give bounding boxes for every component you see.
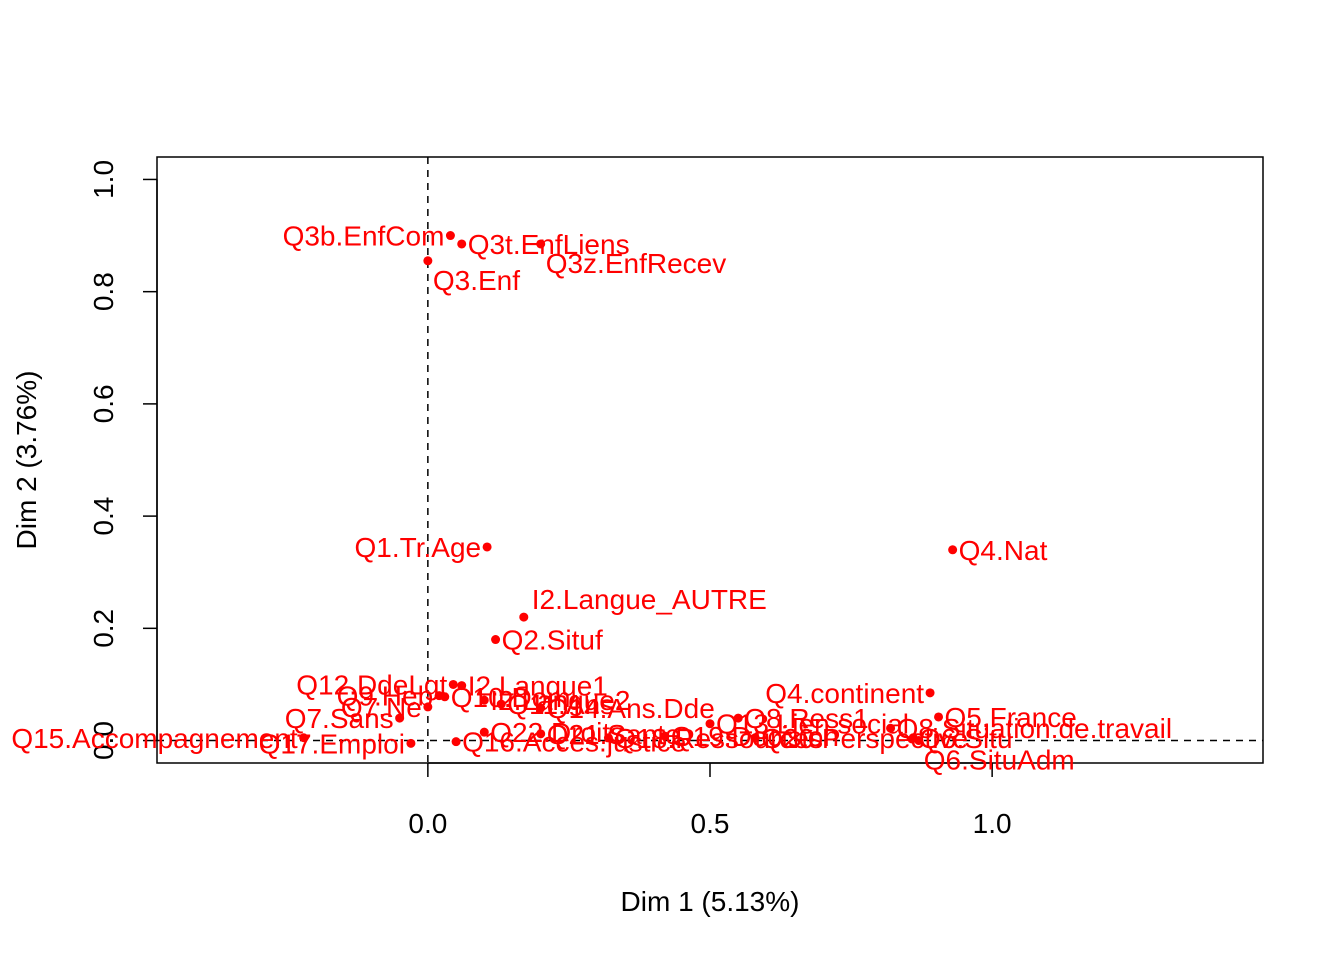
- point-label: Q3.Enf: [433, 265, 520, 296]
- point-label: Q4.Nat: [959, 535, 1048, 566]
- data-point: [536, 703, 546, 713]
- point-label: Q10.Dom: [451, 682, 571, 713]
- data-point: [299, 733, 309, 743]
- point-label: Q21.Sante: [547, 719, 681, 750]
- point-label: Q13.Lien.social: [716, 709, 909, 740]
- data-point: [914, 736, 924, 746]
- data-point: [406, 738, 416, 748]
- data-point: [451, 737, 461, 747]
- point-label: Q16.Acces.justice: [462, 727, 686, 758]
- point-label: Q9.Heb: [337, 681, 434, 712]
- x-tick-label: 1.0: [973, 808, 1012, 839]
- point-label: Q7.Sans: [285, 703, 394, 734]
- point-label: Q7.Ne: [341, 692, 422, 723]
- data-point: [448, 679, 458, 689]
- point-label: Q2.Situf: [502, 625, 603, 656]
- point-label: Q11.Ans: [507, 689, 614, 720]
- point-label: I2.Langue2: [490, 685, 630, 716]
- point-label: Q18.Ressources: [614, 723, 823, 754]
- x-axis: 0.0 0.5 1.0: [408, 762, 1012, 839]
- x-axis-title: Dim 1 (5.13%): [621, 886, 800, 917]
- data-point: [491, 635, 501, 645]
- data-point: [750, 733, 760, 743]
- point-label: Q22.Droits: [490, 717, 624, 748]
- point-label: Q20.Perspective: [761, 723, 968, 754]
- y-tick-label: 0.0: [88, 721, 119, 760]
- data-point: [457, 239, 467, 249]
- point-label: Q6.SituAdm: [924, 745, 1075, 776]
- data-point: [496, 699, 506, 709]
- data-point: [733, 713, 743, 723]
- data-point: [479, 727, 489, 737]
- data-points: [299, 231, 958, 748]
- y-tick-label: 0.6: [88, 384, 119, 423]
- data-point: [445, 231, 455, 241]
- point-label: Q5.France: [945, 702, 1077, 733]
- point-label: Q6.Situ: [919, 723, 1012, 754]
- data-point: [479, 695, 489, 705]
- data-point: [440, 692, 450, 702]
- reference-lines: [157, 157, 1263, 763]
- data-point: [423, 256, 433, 266]
- y-tick-label: 1.0: [88, 160, 119, 199]
- data-point: [660, 731, 670, 741]
- y-axis: 0.0 0.2 0.4 0.6 0.8 1.0: [88, 160, 158, 760]
- point-label: Q3b.EnfCom: [283, 221, 445, 252]
- point-label: Q17.Emploi: [259, 728, 405, 759]
- y-axis-title: Dim 2 (3.76%): [11, 371, 42, 550]
- data-point: [934, 712, 944, 722]
- data-point: [536, 239, 546, 249]
- point-label: Q12.DdeLgt: [296, 669, 447, 700]
- data-point: [705, 719, 715, 729]
- data-point: [948, 545, 958, 555]
- data-point: [423, 702, 433, 712]
- data-point: [395, 713, 405, 723]
- point-label: Q8.Situation.de.travail: [897, 713, 1173, 744]
- point-label: I2.Langue1: [468, 671, 608, 702]
- point-label: I2.Langue_AUTRE: [532, 584, 767, 615]
- data-point: [519, 612, 529, 622]
- point-label: Q3t.EnfLiens: [468, 229, 630, 260]
- x-tick-label: 0.5: [691, 808, 730, 839]
- data-point: [925, 688, 935, 698]
- point-label: Q14.Ans.Dde: [547, 693, 715, 724]
- x-tick-label: 0.0: [408, 808, 447, 839]
- data-point: [482, 542, 492, 552]
- point-label: Q3z.EnfRecev: [546, 248, 727, 279]
- point-label: Q1.Tr.Age: [355, 532, 482, 563]
- point-label: Q8.Ress1: [744, 703, 869, 734]
- y-tick-label: 0.4: [88, 497, 119, 536]
- point-label: Q15.Accompagnement: [11, 723, 298, 754]
- y-tick-label: 0.8: [88, 272, 119, 311]
- y-tick-label: 0.2: [88, 609, 119, 648]
- data-point: [536, 729, 546, 739]
- point-label: Q19.Decision: [671, 721, 839, 752]
- data-point: [457, 681, 467, 691]
- data-point: [603, 733, 613, 743]
- point-label: Q4.continent: [765, 678, 924, 709]
- data-point: [886, 723, 896, 733]
